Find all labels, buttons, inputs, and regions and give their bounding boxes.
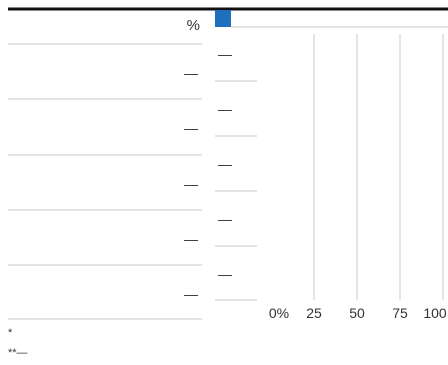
bar-data-label: — <box>218 211 232 227</box>
table-row-value: — <box>184 286 198 302</box>
chart-bar-labels: — — — — — <box>215 46 257 301</box>
x-tick-label: 25 <box>306 305 322 321</box>
x-tick-label: 0% <box>269 305 289 321</box>
bar-data-label: — <box>218 266 232 282</box>
accent-marker <box>215 10 231 27</box>
table-row-value: — <box>184 120 198 136</box>
x-tick-label: 75 <box>392 305 408 321</box>
bar-data-label: — <box>218 156 232 172</box>
bar-data-label: — <box>218 101 232 117</box>
chart-gridlines <box>313 34 444 300</box>
x-axis-ticks: 0% 25 50 75 100 <box>269 305 447 321</box>
value-column-header: % <box>187 17 200 34</box>
footnote-2: **— <box>8 347 28 359</box>
bar-data-label: — <box>218 46 232 62</box>
table-row-value: — <box>184 176 198 192</box>
table-row-rules <box>8 43 202 320</box>
footnote-1: * <box>8 327 13 339</box>
table-row-value: — <box>184 65 198 81</box>
x-tick-label: 50 <box>349 305 365 321</box>
table-rows: — — — — — <box>184 65 198 302</box>
table-row-value: — <box>184 231 198 247</box>
x-tick-label: 100 <box>423 305 447 321</box>
